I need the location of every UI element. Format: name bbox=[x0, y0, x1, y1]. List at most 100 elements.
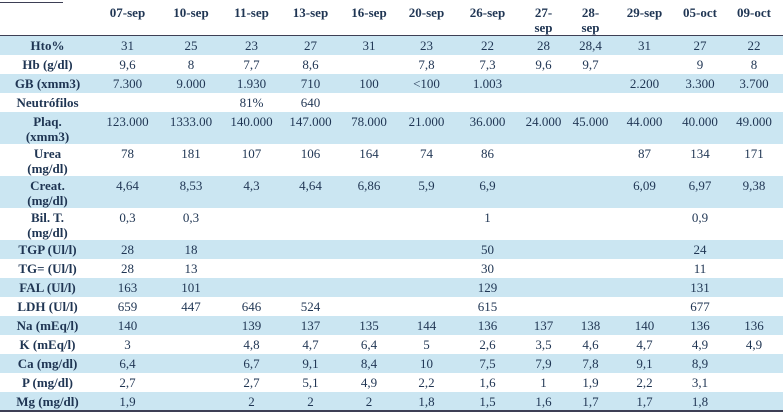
value-cell: 134 bbox=[690, 145, 710, 161]
value-cell: 1333.00 bbox=[169, 113, 213, 129]
value-cell bbox=[725, 93, 783, 112]
value-cell: 137 bbox=[533, 317, 554, 333]
value-cell bbox=[520, 297, 567, 316]
value-cell: 659 bbox=[117, 298, 138, 314]
value-cell bbox=[567, 278, 614, 297]
value-cell bbox=[222, 208, 281, 240]
value-cell bbox=[675, 93, 725, 112]
value-cell: 1,7 bbox=[567, 391, 614, 412]
value-cell: 23 bbox=[245, 38, 258, 53]
value-cell: 140 bbox=[117, 317, 138, 333]
value-cell: 1.003 bbox=[472, 75, 503, 91]
row-label: Bil. T. (mg/dl) bbox=[27, 209, 68, 240]
value-cell: 646 bbox=[241, 298, 262, 314]
column-header: 26-sep bbox=[455, 3, 520, 36]
row-label: FAL (Ul/l) bbox=[19, 279, 76, 295]
value-cell: 7,7 bbox=[243, 56, 260, 72]
table-row: Bil. T. (mg/dl) 0,3 0,3 1 0,9 bbox=[0, 208, 783, 240]
value-cell: 86 bbox=[481, 145, 494, 161]
value-cell: 24.000 bbox=[525, 113, 562, 129]
value-cell: 6,4 bbox=[119, 355, 136, 371]
value-cell bbox=[398, 208, 455, 240]
value-cell bbox=[725, 297, 783, 316]
value-cell: 123.000 bbox=[106, 113, 149, 129]
column-header: 20-sep bbox=[398, 3, 455, 36]
value-cell: 7,9 bbox=[535, 355, 552, 371]
table-row: FAL (Ul/l) 163 101 129 131 bbox=[0, 277, 783, 297]
value-cell bbox=[520, 208, 567, 240]
value-cell: 1,6 bbox=[479, 374, 496, 390]
value-cell: 6,4 bbox=[360, 336, 378, 352]
value-cell bbox=[614, 208, 675, 240]
value-cell: 30 bbox=[481, 260, 494, 276]
column-header: 11-sep bbox=[222, 3, 281, 36]
table-row: Neutrófilos 81% 640 bbox=[0, 93, 783, 112]
table-row: TG= (Ul/l) 28 13 30 11 bbox=[0, 259, 783, 278]
value-cell bbox=[520, 278, 567, 297]
row-label: Creat. (mg/dl) bbox=[27, 177, 68, 208]
value-cell bbox=[614, 55, 675, 74]
value-cell bbox=[398, 93, 455, 112]
lab-table-body: Hto% 31 25 23 27 31 23 22 28 28,4 31 27 22 Hb (g/dl) 9… bbox=[0, 35, 783, 412]
value-cell: 8 bbox=[187, 56, 195, 72]
value-cell: 147.000 bbox=[289, 113, 332, 129]
row-label: Mg (mg/dl) bbox=[0, 391, 95, 412]
value-cell: 181 bbox=[181, 145, 201, 161]
value-cell: 4,9 bbox=[745, 336, 763, 352]
value-cell: 524 bbox=[300, 298, 321, 314]
value-cell: 0,3 bbox=[119, 209, 136, 225]
value-cell: 18 bbox=[184, 241, 198, 257]
lab-results-table: 07-sep 10-sep 11-sep 13-sep 16-sep 20-sep 26-s… bbox=[0, 3, 783, 412]
value-cell bbox=[222, 240, 281, 259]
row-label: GB (xmm3) bbox=[14, 75, 81, 91]
column-header: 10-sep bbox=[160, 3, 222, 36]
value-cell bbox=[160, 354, 222, 373]
value-cell: 5,1 bbox=[302, 374, 319, 390]
value-cell: 5,9 bbox=[418, 177, 435, 193]
value-cell: 8,6 bbox=[302, 56, 319, 72]
value-cell: 45.000 bbox=[572, 113, 609, 129]
value-cell: 4,64 bbox=[299, 177, 322, 193]
value-cell: 136 bbox=[690, 317, 710, 333]
value-cell: 9,1 bbox=[302, 355, 319, 371]
value-cell bbox=[725, 278, 783, 297]
value-cell: 7,3 bbox=[479, 56, 496, 72]
value-cell bbox=[614, 259, 675, 278]
table-header: 07-sep 10-sep 11-sep 13-sep 16-sep 20-sep 26-s… bbox=[0, 3, 783, 36]
value-cell: 710 bbox=[300, 75, 321, 91]
row-label: P (mg/dl) bbox=[22, 374, 73, 390]
column-header: 27- sep bbox=[520, 3, 567, 36]
value-cell: 1 bbox=[540, 374, 547, 390]
value-cell bbox=[281, 240, 340, 259]
value-cell bbox=[398, 297, 455, 316]
value-cell: 2,7 bbox=[119, 374, 136, 390]
value-cell bbox=[567, 259, 614, 278]
table-row: Ca (mg/dl) 6,4 6,7 9,1 8,4 10 7,5 7,9 7,8 9,1 8,9 bbox=[0, 353, 783, 373]
table-row: Plaq. (xmm3) 123.000 1333.00 140.000 147.000… bbox=[0, 111, 783, 144]
table-row: Hb (g/dl) 9,6 8 7,7 8,6 7,8 7,3 9,6 9,7 9 8 bbox=[0, 55, 783, 74]
row-label: TG= (Ul/l) bbox=[18, 260, 77, 276]
value-cell: 1,6 bbox=[520, 391, 567, 412]
table-row: Na (mEq/l) 140 139 137 135 144 136 137 138 140 136… bbox=[0, 315, 783, 335]
value-cell bbox=[614, 278, 675, 297]
value-cell: 25 bbox=[184, 38, 198, 53]
value-cell: 164 bbox=[359, 145, 379, 161]
value-cell: 677 bbox=[690, 298, 710, 314]
value-cell: 135 bbox=[359, 317, 379, 333]
value-cell: 27 bbox=[693, 38, 707, 53]
row-label: Plaq. (xmm3) bbox=[25, 113, 70, 144]
row-label: LDH (Ul/l) bbox=[17, 298, 78, 314]
value-cell: 81% bbox=[239, 94, 264, 110]
value-cell: 4,9 bbox=[360, 374, 378, 390]
value-cell: 2.200 bbox=[629, 75, 660, 91]
value-cell: 31 bbox=[362, 38, 376, 53]
value-cell bbox=[340, 55, 398, 74]
value-cell: 27 bbox=[304, 38, 317, 53]
value-cell: 106 bbox=[300, 145, 321, 161]
value-cell: 49.000 bbox=[736, 113, 772, 129]
row-label: Neutrófilos bbox=[16, 94, 79, 110]
value-cell bbox=[281, 259, 340, 278]
value-cell: 6,9 bbox=[479, 177, 496, 193]
value-cell: 137 bbox=[300, 317, 321, 333]
value-cell: 8,9 bbox=[691, 355, 709, 371]
